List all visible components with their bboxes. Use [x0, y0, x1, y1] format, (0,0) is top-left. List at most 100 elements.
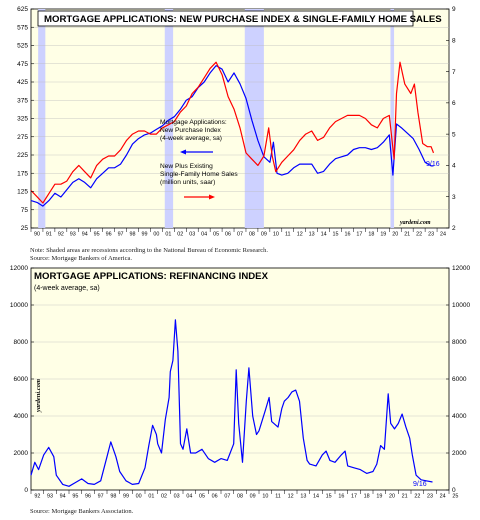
x-tick-label-94: 94 [82, 232, 88, 238]
left-tick-label-225: 225 [17, 152, 28, 159]
x-tick-label-96: 96 [85, 494, 91, 500]
left-tick-label-575: 575 [17, 24, 28, 31]
x-tick-label-17: 17 [356, 232, 362, 238]
left-tick-label-525: 525 [17, 43, 28, 50]
left-tick-label-0: 0 [24, 487, 28, 494]
right-tick-label-6: 6 [452, 100, 456, 107]
purchase-gridlines [31, 27, 449, 210]
refinancing-chart: MORTGAGE APPLICATIONS: REFINANCING INDEX… [10, 265, 471, 499]
x-tick-label-23: 23 [428, 232, 434, 238]
x-tick-label-01: 01 [165, 232, 171, 238]
x-tick-label-18: 18 [368, 232, 374, 238]
left-tick-label-12000: 12000 [10, 265, 28, 272]
right-tick-label-8000: 8000 [452, 339, 467, 346]
right-tick-label-12000: 12000 [452, 265, 470, 272]
x-tick-label-02: 02 [177, 232, 183, 238]
left-tick-label-4000: 4000 [14, 413, 29, 420]
series-line-refinancing [30, 319, 433, 487]
x-tick-label-94: 94 [60, 494, 66, 500]
x-tick-label-15: 15 [326, 494, 332, 500]
x-tick-label-99: 99 [141, 232, 147, 238]
x-tick-label-06: 06 [225, 232, 231, 238]
x-tick-label-00: 00 [136, 494, 142, 500]
purchase-series [30, 61, 435, 207]
x-tick-label-17: 17 [351, 494, 357, 500]
x-tick-label-12: 12 [297, 232, 303, 238]
x-tick-label-14: 14 [313, 494, 319, 500]
left-tick-label-6000: 6000 [14, 376, 29, 383]
refinancing-end-label: 9/16 [413, 481, 427, 488]
x-tick-label-06: 06 [212, 494, 218, 500]
left-tick-label-25: 25 [21, 225, 29, 232]
purchase-right-axis: 2 3 4 5 6 7 8 9 [446, 6, 456, 232]
x-tick-label-13: 13 [309, 232, 315, 238]
right-tick-label-4: 4 [452, 163, 456, 170]
x-tick-label-14: 14 [321, 232, 327, 238]
x-tick-label-04: 04 [186, 494, 192, 500]
x-tick-label-11: 11 [275, 494, 281, 500]
x-tick-label-16: 16 [338, 494, 344, 500]
x-tick-label-95: 95 [94, 232, 100, 238]
x-tick-label-98: 98 [130, 232, 136, 238]
legend-purchase-line-0: Mortgage Applications: [160, 119, 227, 126]
x-tick-label-92: 92 [58, 232, 64, 238]
top-source: Source: Mortgage Bankers of America. [30, 255, 132, 262]
x-tick-label-21: 21 [402, 494, 408, 500]
bottom-source: Source: Mortgage Bankers Association. [30, 508, 134, 515]
x-tick-label-25: 25 [452, 494, 458, 500]
right-tick-label-9: 9 [452, 6, 456, 13]
top-note: Note: Shaded areas are recessions accord… [30, 247, 269, 254]
x-tick-label-90: 90 [34, 232, 40, 238]
x-tick-label-97: 97 [98, 494, 104, 500]
refinancing-chart-subtitle: (4-week average, sa) [34, 285, 100, 292]
legend-sales-line-0: New Plus Existing [160, 163, 213, 170]
left-tick-label-175: 175 [17, 170, 28, 177]
x-tick-label-21: 21 [404, 232, 410, 238]
legend-sales-arrowhead [209, 194, 215, 200]
x-tick-label-95: 95 [72, 494, 78, 500]
x-tick-label-03: 03 [189, 232, 195, 238]
x-tick-label-24: 24 [440, 232, 446, 238]
purchase-chart: MORTGAGE APPLICATIONS: NEW PURCHASE INDE… [17, 6, 456, 237]
right-tick-label-10000: 10000 [452, 302, 470, 309]
refinancing-gridlines [31, 304, 449, 454]
x-tick-label-04: 04 [201, 232, 207, 238]
x-tick-label-09: 09 [261, 232, 267, 238]
purchase-chart-title: MORTGAGE APPLICATIONS: NEW PURCHASE INDE… [44, 14, 442, 25]
x-tick-label-93: 93 [47, 494, 53, 500]
left-tick-label-2000: 2000 [14, 450, 29, 457]
x-tick-label-15: 15 [333, 232, 339, 238]
right-tick-label-8: 8 [452, 37, 456, 44]
x-tick-label-91: 91 [46, 232, 52, 238]
legend-sales-line-1: Single-Family Home Sales [160, 171, 238, 178]
left-tick-label-625: 625 [17, 6, 28, 13]
right-tick-label-2000: 2000 [452, 450, 467, 457]
x-tick-label-22: 22 [416, 232, 422, 238]
x-tick-label-23: 23 [427, 494, 433, 500]
refinancing-right-axis: 0 2000 4000 6000 8000 10000 12000 [446, 265, 470, 494]
refinancing-x-axis: 92 93 94 95 96 97 98 99 00 01 02 03 04 05 06 07 08 09 10 11… [30, 490, 458, 500]
x-tick-label-19: 19 [380, 232, 386, 238]
series-line-home-sales [30, 61, 435, 204]
x-tick-label-00: 00 [153, 232, 159, 238]
legend-purchase-line-1: New Purchase Index [160, 127, 222, 134]
x-tick-label-10: 10 [273, 232, 279, 238]
legend-purchase-arrowhead [180, 149, 186, 155]
x-tick-label-01: 01 [148, 494, 154, 500]
x-tick-label-98: 98 [110, 494, 116, 500]
series-line-purchase-index [30, 64, 434, 207]
right-tick-label-6000: 6000 [452, 376, 467, 383]
left-tick-label-8000: 8000 [14, 339, 29, 346]
x-tick-label-19: 19 [376, 494, 382, 500]
purchase-title-box [37, 10, 414, 27]
right-tick-label-7: 7 [452, 69, 456, 76]
x-tick-label-09: 09 [250, 494, 256, 500]
x-tick-label-07: 07 [237, 232, 243, 238]
purchase-left-axis: 25 75 125 175 225 275 325 375 425 475 525 575 625 [17, 6, 34, 232]
right-tick-label-5: 5 [452, 131, 456, 138]
x-tick-label-10: 10 [262, 494, 268, 500]
x-tick-label-20: 20 [389, 494, 395, 500]
legend-purchase-line-2: (4-week average, sa) [160, 135, 222, 142]
x-tick-label-02: 02 [161, 494, 167, 500]
